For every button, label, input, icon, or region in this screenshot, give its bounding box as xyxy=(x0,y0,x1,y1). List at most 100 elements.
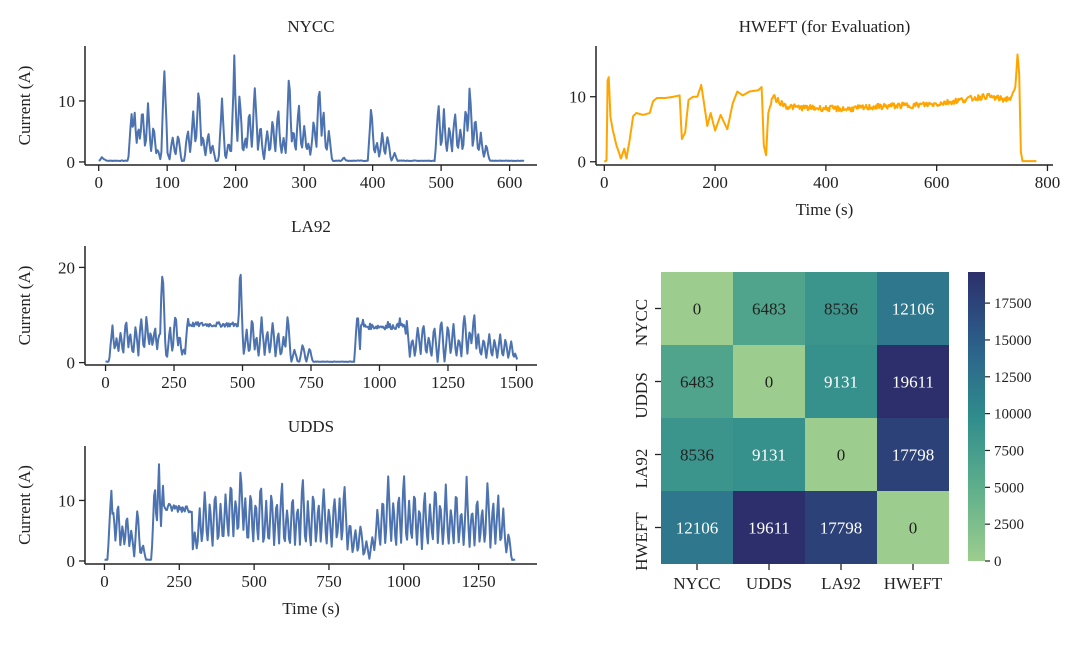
heatmap-cell-label: 8536 xyxy=(824,300,858,319)
x-tick-label-hweft: 200 xyxy=(702,173,728,192)
x-tick-label-la92: 750 xyxy=(298,373,324,392)
colorbar-tick-label: 12500 xyxy=(994,370,1032,386)
x-tick-label-nycc: 400 xyxy=(360,173,386,192)
heatmap-col-label: UDDS xyxy=(746,574,792,593)
heatmap-cell xyxy=(661,418,733,491)
heatmap-cell xyxy=(877,272,949,345)
x-tick-label-udds: 500 xyxy=(241,572,267,591)
colorbar-tick-label: 2500 xyxy=(994,517,1024,533)
heatmap-cell-label: 0 xyxy=(837,446,846,465)
heatmap-row-label: NYCC xyxy=(632,299,651,346)
heatmap-cell-label: 6483 xyxy=(752,300,786,319)
heatmap-col-label: NYCC xyxy=(673,574,720,593)
y-tick-label-hweft: 0 xyxy=(578,153,587,172)
heatmap-cell xyxy=(661,345,733,418)
colorbar-tick-label: 17500 xyxy=(994,296,1032,312)
heatmap-cell xyxy=(877,491,949,564)
x-axis-label-hweft: Time (s) xyxy=(796,200,853,219)
heatmap-cell-label: 6483 xyxy=(680,373,714,392)
series-line-udds xyxy=(104,463,516,561)
heatmap-cell xyxy=(733,345,805,418)
series-line-hweft xyxy=(603,53,1037,163)
x-tick-label-udds: 250 xyxy=(167,572,193,591)
y-tick-label-hweft: 10 xyxy=(569,88,586,107)
x-tick-label-la92: 500 xyxy=(230,373,256,392)
x-tick-label-la92: 0 xyxy=(101,373,110,392)
colorbar-gradient xyxy=(968,272,985,561)
chart-title-hweft: HWEFT (for Evaluation) xyxy=(739,17,911,36)
heatmap-cell xyxy=(877,418,949,491)
heatmap-cell-label: 17798 xyxy=(892,446,935,465)
heatmap-cell xyxy=(733,272,805,345)
chart-title-nycc: NYCC xyxy=(287,17,334,36)
x-tick-label-hweft: 400 xyxy=(813,173,839,192)
x-tick-label-nycc: 0 xyxy=(94,173,103,192)
x-tick-label-la92: 250 xyxy=(161,373,187,392)
x-tick-label-la92: 1250 xyxy=(431,373,465,392)
heatmap-cell-label: 9131 xyxy=(824,373,858,392)
chart-title-udds: UDDS xyxy=(288,417,334,436)
x-tick-label-udds: 1000 xyxy=(387,572,421,591)
y-tick-label-udds: 10 xyxy=(58,491,75,510)
heatmap-cell-label: 8536 xyxy=(680,446,714,465)
x-tick-label-udds: 0 xyxy=(100,572,109,591)
chart-title-la92: LA92 xyxy=(291,217,331,236)
chart-hweft: 0 200 400 600 800 0 10 HWEFT (for Evaluation) Ti… xyxy=(569,17,1060,219)
y-axis-label-udds: Current (A) xyxy=(15,465,34,545)
heatmap-cell-label: 12106 xyxy=(892,300,935,319)
colorbar-tick-label: 0 xyxy=(994,554,1002,570)
heatmap-row-label: UDDS xyxy=(632,372,651,418)
y-tick-label-nycc: 10 xyxy=(58,92,75,111)
x-tick-label-la92: 1000 xyxy=(362,373,396,392)
series-line-la92 xyxy=(105,273,519,363)
heatmap-cell-label: 19611 xyxy=(748,519,790,538)
x-tick-label-hweft: 800 xyxy=(1035,173,1061,192)
heatmap-row-label: HWEFT xyxy=(632,512,651,571)
heatmap-cell xyxy=(805,272,877,345)
x-axis-label-udds: Time (s) xyxy=(282,599,339,618)
heatmap-cell xyxy=(805,491,877,564)
chart-nycc: 0 100 200 300 400 500 600 0 10 NYCC Current (A) xyxy=(15,17,537,192)
heatmap-row-label: LA92 xyxy=(632,449,651,489)
series-line-nycc xyxy=(98,54,525,162)
heatmap-cell xyxy=(661,272,733,345)
heatmap-cell-label: 0 xyxy=(909,519,918,538)
heatmap-cell-label: 0 xyxy=(693,300,702,319)
x-tick-label-hweft: 0 xyxy=(600,173,609,192)
y-axis-label-la92: Current (A) xyxy=(15,266,34,346)
colorbar: 0 2500 5000 7500 10000 12500 15000 17500 xyxy=(968,272,1032,570)
heatmap-col-label: LA92 xyxy=(821,574,861,593)
heatmap-cell xyxy=(733,491,805,564)
y-axis-label-nycc: Current (A) xyxy=(15,66,34,146)
x-tick-label-hweft: 600 xyxy=(924,173,950,192)
x-tick-label-nycc: 300 xyxy=(291,173,317,192)
heatmap-cell-label: 12106 xyxy=(676,519,719,538)
heatmap-cell xyxy=(877,345,949,418)
y-tick-label-la92: 0 xyxy=(67,354,76,373)
chart-la92: 0 250 500 750 1000 1250 1500 0 20 LA92 Current (A) xyxy=(15,217,537,392)
heatmap-cell-label: 0 xyxy=(765,373,774,392)
heatmap-cell xyxy=(733,418,805,491)
heatmap-cell xyxy=(661,491,733,564)
y-tick-label-udds: 0 xyxy=(67,552,76,571)
x-tick-label-nycc: 100 xyxy=(154,173,180,192)
heatmap-cell-label: 19611 xyxy=(892,373,934,392)
x-tick-label-nycc: 600 xyxy=(497,173,523,192)
x-tick-label-nycc: 500 xyxy=(428,173,454,192)
colorbar-tick-label: 5000 xyxy=(994,480,1024,496)
x-tick-label-nycc: 200 xyxy=(223,173,249,192)
x-tick-label-udds: 750 xyxy=(316,572,342,591)
heatmap-cell xyxy=(805,345,877,418)
colorbar-tick-label: 15000 xyxy=(994,333,1032,349)
chart-heatmap: 0 6483 8536 12106 6483 0 9131 19611 8536 9131 0 177… xyxy=(632,272,949,593)
heatmap-cell-label: 9131 xyxy=(752,446,786,465)
chart-udds: 0 250 500 750 1000 1250 0 10 UDDS Current (A) Time… xyxy=(15,417,537,618)
x-tick-label-udds: 1250 xyxy=(462,572,496,591)
heatmap-cell-label: 17798 xyxy=(820,519,863,538)
heatmap-col-label: HWEFT xyxy=(884,574,943,593)
y-tick-label-la92: 20 xyxy=(58,258,75,277)
colorbar-tick-label: 7500 xyxy=(994,443,1024,459)
colorbar-tick-label: 10000 xyxy=(994,407,1032,423)
heatmap-cell xyxy=(805,418,877,491)
